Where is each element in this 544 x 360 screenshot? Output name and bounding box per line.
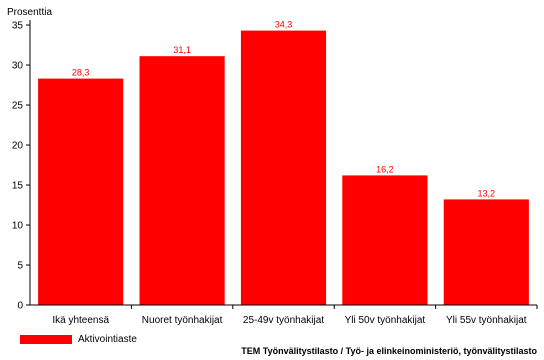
- source-note: TEM Työnvälitystilasto / Työ- ja elinkei…: [241, 346, 537, 356]
- legend-label: Aktivointiaste: [78, 334, 137, 345]
- x-axis-labels: Ikä yhteensä Nuoret työnhakijat 25-49v työ…: [52, 305, 538, 326]
- legend-swatch: [20, 335, 72, 344]
- bar: [139, 56, 225, 306]
- y-tick-label: 0: [17, 301, 23, 312]
- x-category-label: Yli 50v työnhakijat: [345, 315, 426, 326]
- y-tick-label: 35: [12, 21, 24, 32]
- x-category-label: Yli 55v työnhakijat: [446, 315, 527, 326]
- bars: [38, 30, 529, 306]
- axes: [29, 20, 537, 306]
- y-axis: 0 5 10 15 20 25 30 35: [12, 21, 30, 312]
- y-axis-label: Prosenttia: [7, 7, 52, 18]
- bar: [443, 199, 529, 305]
- y-tick-label: 30: [12, 61, 24, 72]
- data-label: 34,3: [275, 20, 293, 30]
- bar: [240, 30, 327, 305]
- y-tick-label: 20: [12, 141, 24, 152]
- data-label: 28,3: [72, 68, 90, 78]
- data-labels: 28,3 31,1 34,3 16,2 13,2: [72, 20, 495, 199]
- y-tick-label: 25: [12, 101, 24, 112]
- y-tick-label: 5: [17, 261, 23, 272]
- y-tick-label: 15: [12, 181, 24, 192]
- data-label: 31,1: [173, 45, 191, 55]
- y-tick-label: 10: [12, 221, 24, 232]
- legend: Aktivointiaste: [20, 334, 137, 345]
- data-label: 13,2: [478, 188, 496, 198]
- x-category-label: 25-49v työnhakijat: [243, 315, 324, 326]
- data-label: 16,2: [376, 164, 394, 174]
- bar: [342, 175, 428, 305]
- x-category-label: Ikä yhteensä: [52, 315, 109, 326]
- bar: [38, 78, 124, 305]
- x-category-label: Nuoret työnhakijat: [142, 315, 223, 326]
